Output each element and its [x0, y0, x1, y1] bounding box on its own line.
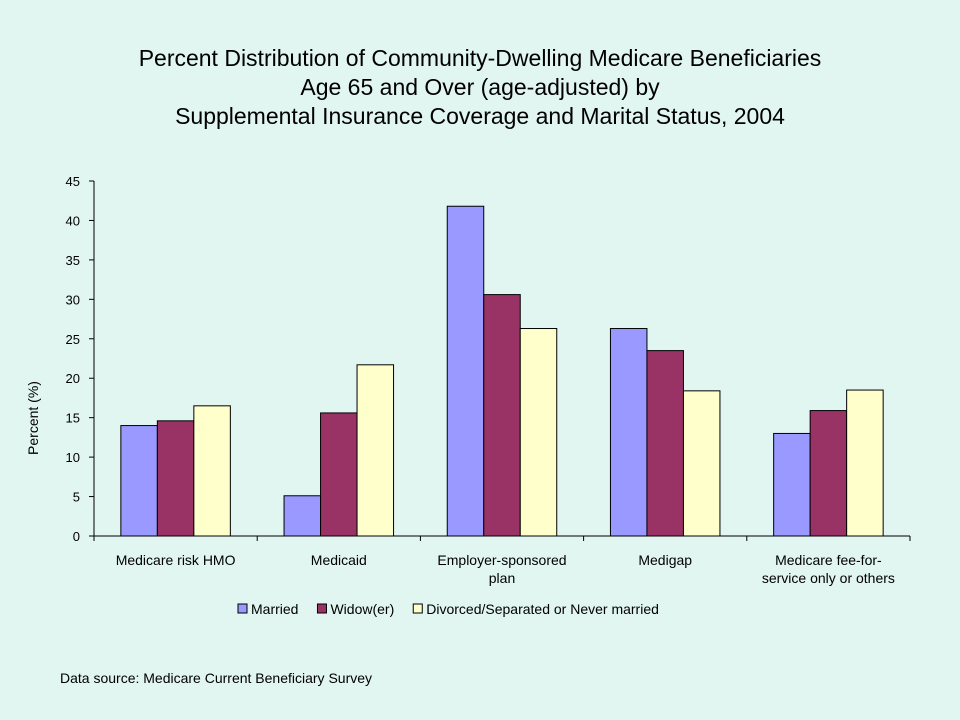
- legend-swatch: [412, 603, 423, 614]
- bar-1-5: [773, 432, 811, 537]
- bar-3-4: [682, 390, 721, 537]
- bar-1-3: [446, 205, 485, 537]
- title-line-2: Age 65 and Over (age-adjusted) by: [300, 74, 660, 100]
- x-category-label: plan: [489, 570, 515, 586]
- title-line-1: Percent Distribution of Community-Dwelli…: [138, 45, 822, 71]
- legend-label: Widow(er): [330, 601, 394, 617]
- legend-swatch: [316, 603, 327, 614]
- chart-title: Percent Distribution of Community-Dwelli…: [0, 44, 960, 131]
- y-tick-label: 45: [66, 174, 80, 189]
- y-tick-label: 25: [66, 332, 80, 347]
- y-tick-label: 40: [66, 213, 80, 228]
- legend-label: Divorced/Separated or Never married: [426, 601, 659, 617]
- x-category-label: service only or others: [762, 570, 895, 586]
- y-tick-label: 20: [66, 371, 80, 386]
- bar-2-3: [483, 294, 521, 537]
- bar-1-1: [120, 425, 158, 537]
- x-category-label: Medicaid: [311, 552, 367, 568]
- bar-2-4: [646, 350, 684, 537]
- label-layer: 0 5 10 15 20 25 30 35 40 45 Medicare risk HMO Medic…: [66, 174, 895, 586]
- bar-3-3: [519, 328, 558, 537]
- y-tick-label: 35: [66, 253, 80, 268]
- y-tick-label: 5: [73, 490, 80, 505]
- y-tick-label: 30: [66, 292, 80, 307]
- legend: Married Widow(er) Divorced/Separated or Ne…: [237, 601, 659, 617]
- x-category-label: Medicare fee-for-: [775, 552, 882, 568]
- x-category-label: Employer-sponsored: [437, 552, 566, 568]
- legend-label: Married: [251, 601, 298, 617]
- y-tick-label: 0: [73, 529, 80, 544]
- y-tick-label: 10: [66, 450, 80, 465]
- y-tick-label: 15: [66, 411, 80, 426]
- x-category-label: Medigap: [638, 552, 692, 568]
- y-axis-title: Percent (%): [25, 381, 41, 455]
- bar-3-2: [356, 364, 395, 537]
- bar-3-5: [846, 389, 884, 537]
- bar-1-2: [283, 495, 322, 537]
- bar-3-1: [193, 405, 231, 537]
- bar-layer: [120, 205, 884, 537]
- bar-2-5: [809, 410, 848, 537]
- bar-1-4: [609, 328, 648, 537]
- bar-2-2: [320, 412, 358, 537]
- legend-swatch: [237, 603, 248, 614]
- source-note: Data source: Medicare Current Beneficiar…: [60, 670, 373, 686]
- x-category-label: Medicare risk HMO: [116, 552, 236, 568]
- bar-2-1: [156, 420, 195, 537]
- title-line-3: Supplemental Insurance Coverage and Mari…: [175, 103, 785, 129]
